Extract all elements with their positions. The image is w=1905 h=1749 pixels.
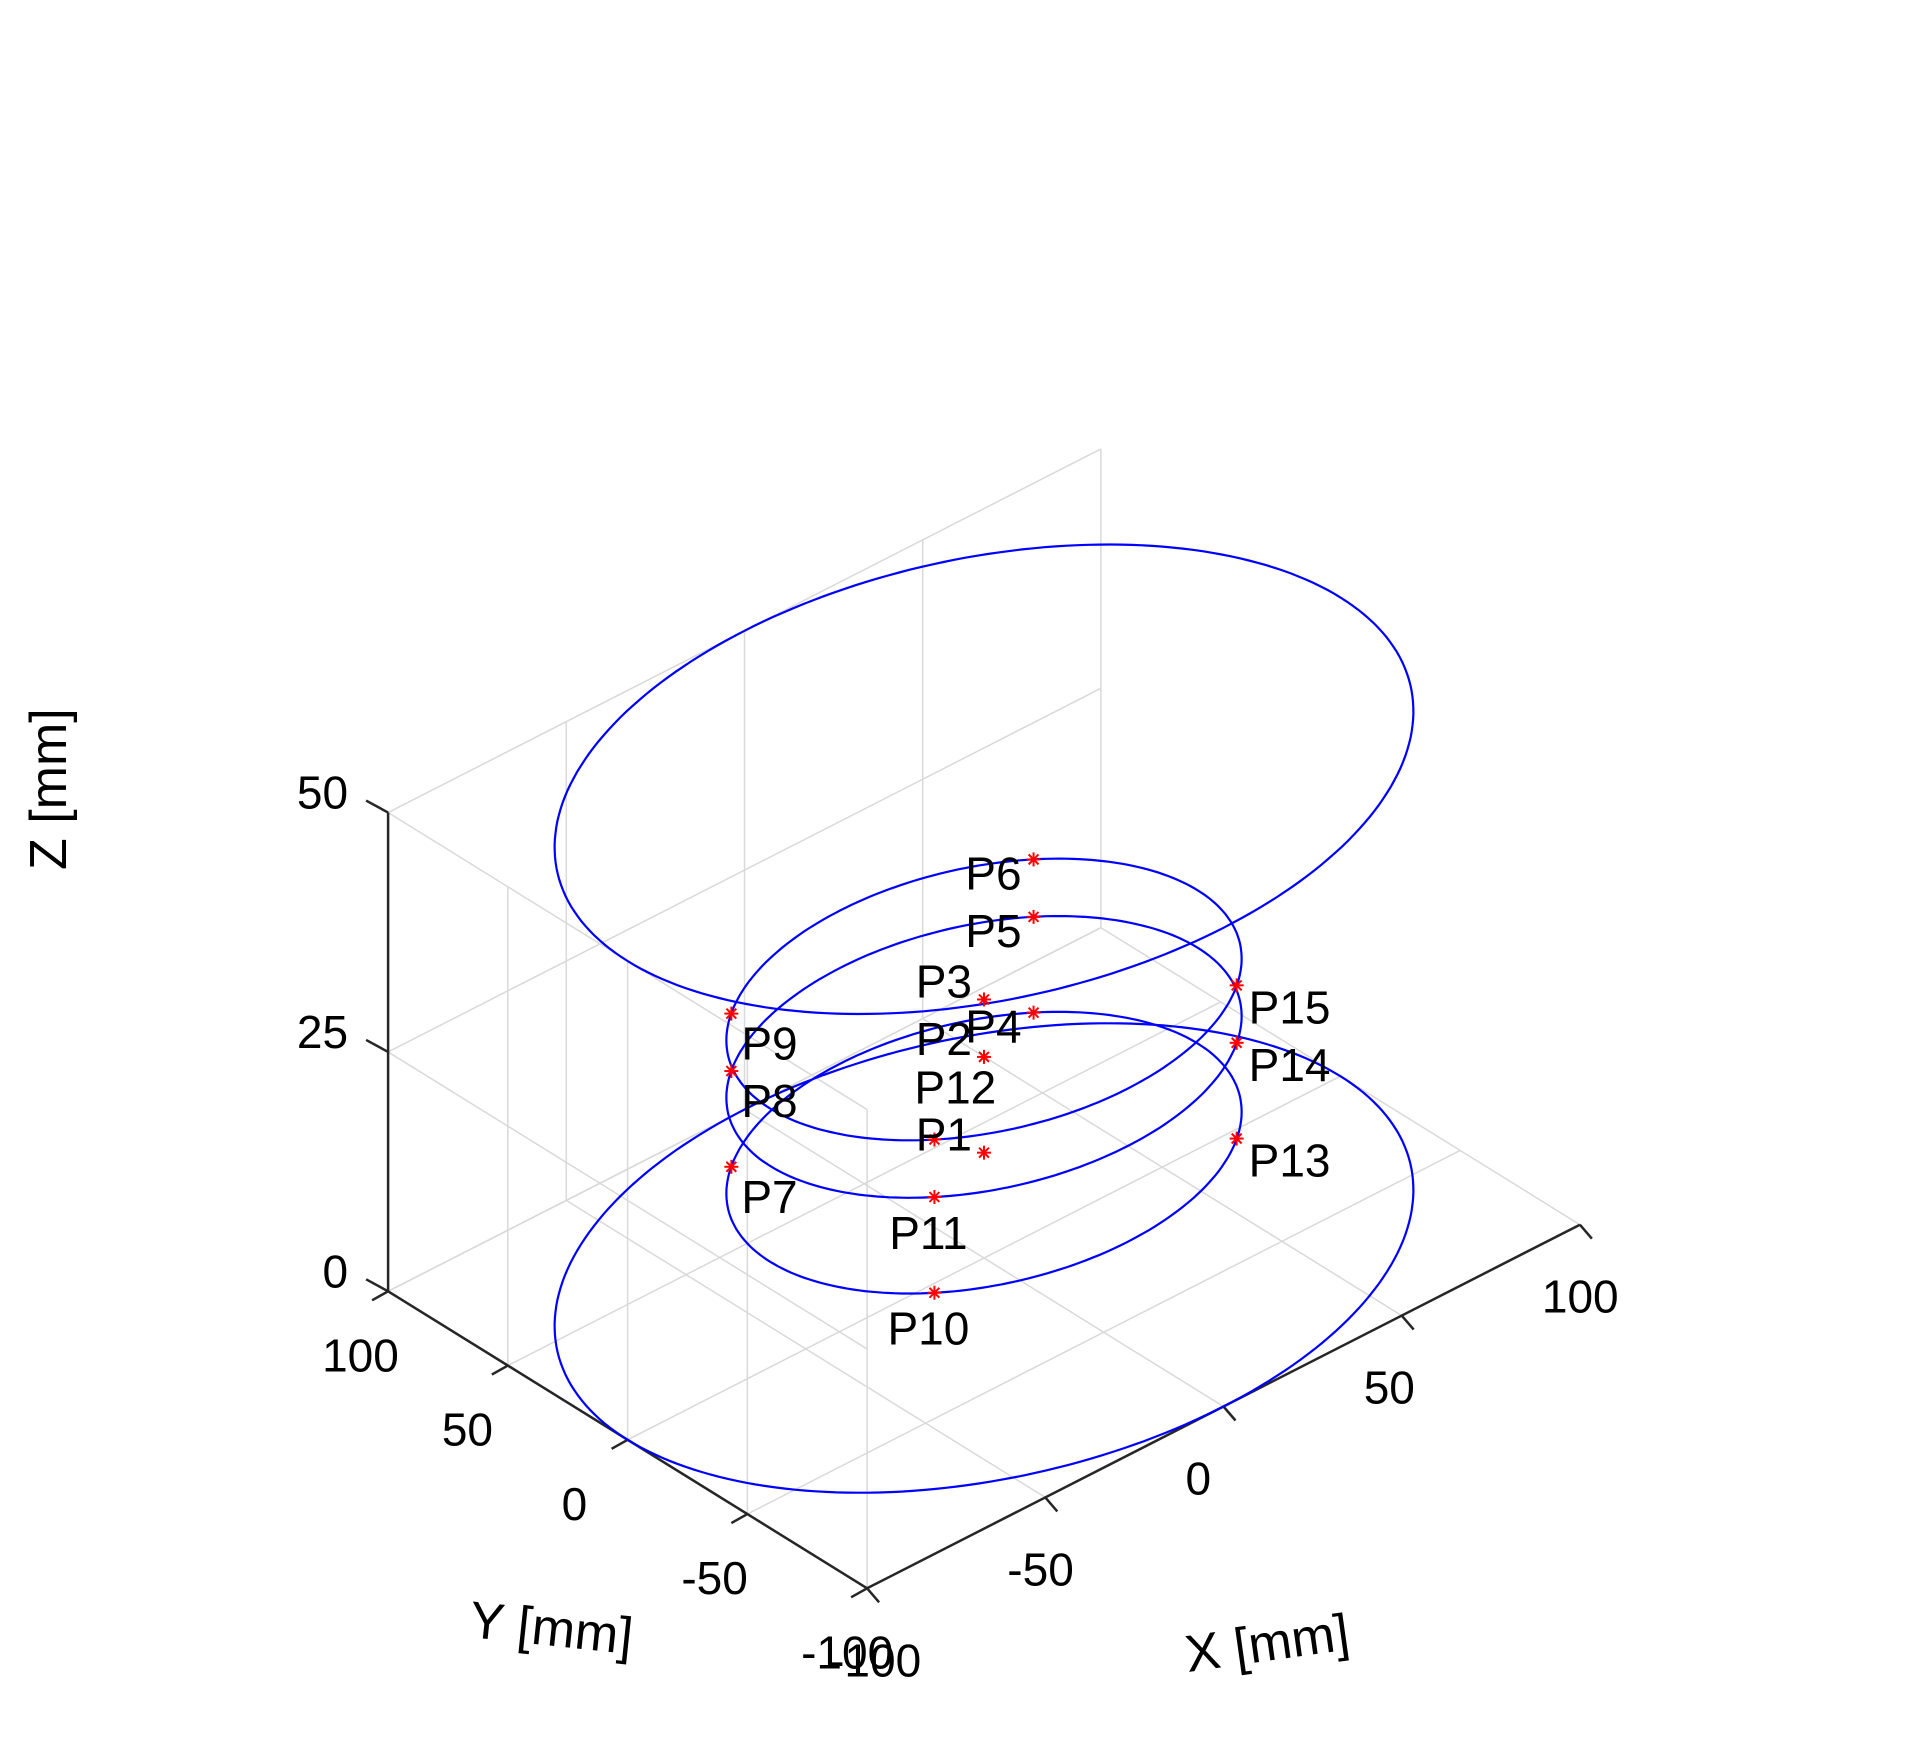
point-label: P11 [889, 1207, 967, 1259]
z-tick-mark [365, 1038, 389, 1054]
x-tick-label: 100 [1542, 1271, 1619, 1323]
y-tick-label: 50 [442, 1404, 493, 1456]
series-layer [553, 543, 1415, 1494]
point-marker-stroke [1231, 1037, 1243, 1049]
point-marker-stroke [978, 993, 990, 1006]
point-marker [927, 1189, 942, 1204]
y-tick-label: -50 [681, 1552, 747, 1604]
point-label: P15 [1249, 981, 1331, 1033]
point-marker-stroke [1027, 1006, 1040, 1019]
points-layer [724, 852, 1244, 1300]
x-tick-label: 0 [1186, 1453, 1212, 1505]
y-tick-mark [491, 1364, 509, 1376]
point-marker-stroke [1027, 853, 1040, 866]
z-tick-label: 0 [323, 1245, 349, 1297]
y-tick-mark [850, 1587, 868, 1599]
z-tick-mark [365, 799, 389, 814]
grid-line [387, 1051, 868, 1350]
point-marker-stroke [1231, 1132, 1243, 1145]
axes-layer: -100 -50 0 50 100 -100 -50 0 50 100 0 25 50 [297, 767, 1619, 1687]
point-marker-stroke [928, 1133, 941, 1146]
y-tick-label: -100 [801, 1626, 893, 1678]
circle-path [725, 914, 1243, 1199]
y-tick-mark [371, 1290, 389, 1302]
y-tick-mark [610, 1438, 629, 1450]
point-marker-stroke [1027, 911, 1040, 923]
x-tick-mark [1222, 1405, 1237, 1422]
point-label: P8 [741, 1075, 797, 1127]
point-label: P5 [965, 905, 1021, 957]
point-marker [927, 1132, 942, 1147]
y-axis-label: Y [mm] [467, 1591, 636, 1666]
point-label: P1 [916, 1109, 972, 1161]
point-marker [1026, 1005, 1041, 1020]
point-marker [724, 1006, 739, 1021]
point-label: P14 [1249, 1039, 1331, 1091]
point-marker [927, 1285, 942, 1300]
x-tick-mark [1044, 1496, 1059, 1513]
z-axis-label: Z [mm] [20, 708, 78, 870]
point-marker [1026, 852, 1041, 867]
point-marker-stroke [928, 1287, 941, 1299]
point-marker [1026, 909, 1041, 924]
z-tick-label: 25 [297, 1006, 348, 1058]
point-marker [977, 1049, 991, 1064]
circle-path [725, 1010, 1243, 1295]
point-marker-stroke [725, 1007, 737, 1020]
circle-path [725, 857, 1243, 1142]
x-tick-mark [1400, 1314, 1415, 1331]
point-marker-stroke [928, 1191, 941, 1203]
point-marker-stroke [1231, 979, 1243, 992]
z-tick-mark [365, 1278, 389, 1293]
point-marker [724, 1064, 739, 1079]
circle-path [553, 1022, 1415, 1494]
z-tick-label: 50 [297, 767, 348, 819]
x-tick-label: -100 [829, 1634, 921, 1686]
x-tick-label: -50 [1007, 1543, 1073, 1595]
y-tick-mark [730, 1512, 748, 1525]
point-marker-stroke [725, 1161, 737, 1173]
point-marker [1229, 978, 1244, 993]
point-label: P12 [914, 1062, 996, 1114]
point-label: P2 [916, 1013, 972, 1065]
point-label: P3 [916, 955, 972, 1007]
point-marker [1229, 1131, 1244, 1146]
point-marker [724, 1159, 739, 1174]
point-marker-stroke [978, 1147, 990, 1159]
grid-line [747, 1149, 1461, 1515]
point-label: P10 [888, 1303, 970, 1355]
point-label: P13 [1249, 1135, 1331, 1187]
point-label: P6 [965, 847, 1021, 899]
x-tick-mark [1578, 1223, 1593, 1240]
grid-line [507, 1001, 1221, 1367]
point-marker [977, 992, 991, 1007]
circle-path [553, 543, 1415, 1016]
grid-line [387, 687, 1102, 1053]
y-tick-label: 100 [322, 1329, 399, 1381]
point-label: P4 [965, 1001, 1021, 1053]
point-marker [977, 1145, 991, 1160]
point-marker [1229, 1035, 1244, 1050]
point-marker-stroke [725, 1065, 737, 1077]
x-tick-mark [866, 1587, 881, 1604]
y-tick-label: 0 [562, 1478, 588, 1530]
x-tick-label: 50 [1364, 1362, 1415, 1414]
point-label: P7 [741, 1171, 797, 1223]
x-axis-label: X [mm] [1182, 1604, 1353, 1684]
grid-line [627, 1075, 1341, 1441]
point-label: P9 [741, 1018, 797, 1070]
point-marker-stroke [978, 1051, 990, 1063]
